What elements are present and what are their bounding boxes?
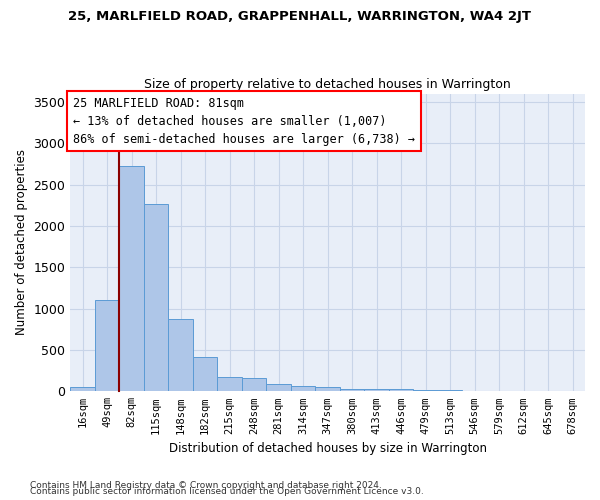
Bar bbox=[266, 384, 291, 392]
Bar bbox=[316, 387, 340, 392]
Bar bbox=[340, 389, 364, 392]
Bar bbox=[364, 389, 389, 392]
Bar bbox=[144, 204, 169, 392]
Bar bbox=[291, 386, 316, 392]
Bar bbox=[438, 390, 463, 392]
Text: Contains public sector information licensed under the Open Government Licence v3: Contains public sector information licen… bbox=[30, 487, 424, 496]
Text: 25, MARLFIELD ROAD, GRAPPENHALL, WARRINGTON, WA4 2JT: 25, MARLFIELD ROAD, GRAPPENHALL, WARRING… bbox=[68, 10, 532, 23]
Bar bbox=[119, 166, 144, 392]
Bar bbox=[70, 387, 95, 392]
Bar bbox=[217, 377, 242, 392]
Text: Contains HM Land Registry data © Crown copyright and database right 2024.: Contains HM Land Registry data © Crown c… bbox=[30, 481, 382, 490]
Y-axis label: Number of detached properties: Number of detached properties bbox=[15, 150, 28, 336]
Title: Size of property relative to detached houses in Warrington: Size of property relative to detached ho… bbox=[144, 78, 511, 91]
Bar bbox=[193, 357, 217, 392]
Text: 25 MARLFIELD ROAD: 81sqm
← 13% of detached houses are smaller (1,007)
86% of sem: 25 MARLFIELD ROAD: 81sqm ← 13% of detach… bbox=[73, 96, 415, 146]
Bar bbox=[242, 378, 266, 392]
Bar bbox=[389, 389, 413, 392]
X-axis label: Distribution of detached houses by size in Warrington: Distribution of detached houses by size … bbox=[169, 442, 487, 455]
Bar bbox=[169, 320, 193, 392]
Bar bbox=[413, 390, 438, 392]
Bar bbox=[95, 300, 119, 392]
